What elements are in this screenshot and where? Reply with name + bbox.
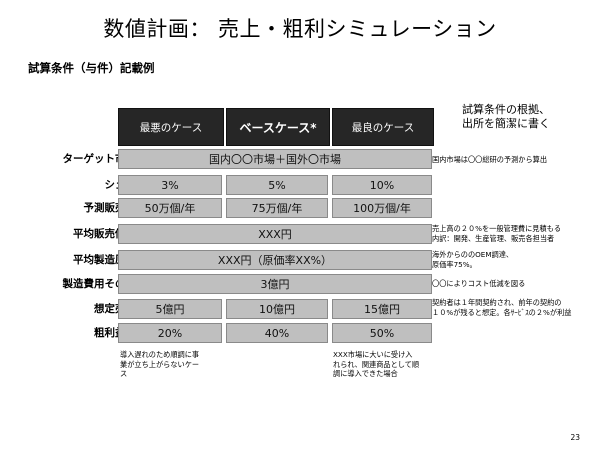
header-note-line: 出所を簡潔に書く <box>462 117 550 130</box>
note-line: 契約者は１年間契約され、前年の契約の <box>432 298 562 307</box>
cell-units-base: 75万個/年 <box>226 198 328 218</box>
cell-share-best: 10% <box>332 175 432 195</box>
header-best-case: 最良のケース <box>332 108 434 146</box>
footnote-worst-case: 導入遅れのため順調に事 業が立ち上がらないケー ス <box>120 350 199 379</box>
cell-share-worst: 3% <box>118 175 222 195</box>
cell-margin-base: 40% <box>226 323 328 343</box>
note-line: 内訳：開発、生産管理、販売各担当者 <box>432 233 555 243</box>
cell-share-base: 5% <box>226 175 328 195</box>
header-note: 試算条件の根拠、 出所を簡潔に書く <box>462 103 550 131</box>
note-line: １０%が残ると想定。各ｻｰﾋﾞｽの２%が利益 <box>432 307 572 317</box>
section-subtitle: 試算条件（与件）記載例 <box>28 61 155 75</box>
note-market: 国内市場は〇〇総研の予測から算出 <box>432 155 548 164</box>
page-number: 23 <box>570 433 580 442</box>
footnote-line: れられ、関連商品として順 <box>333 359 420 369</box>
cell-market: 国内〇〇市場＋国外〇市場 <box>118 149 432 169</box>
cell-units-best: 100万個/年 <box>332 198 432 218</box>
cell-margin-worst: 20% <box>118 323 222 343</box>
note-line: 売上高の２０%を一般管理費に見積もる <box>432 224 562 233</box>
cell-sales-base: 10億円 <box>226 299 328 319</box>
page-title: 数値計画： 売上・粗利シミュレーション <box>103 17 497 41</box>
note-cost: 海外からののOEM調達、 原価率75%。 <box>432 250 513 269</box>
note-sales: 契約者は１年間契約され、前年の契約の １０%が残ると想定。各ｻｰﾋﾞｽの２%が利… <box>432 298 571 317</box>
note-price: 売上高の２０%を一般管理費に見積もる 内訳：開発、生産管理、販売各担当者 <box>432 224 561 243</box>
note-other: 〇〇によりコスト低減を図る <box>432 279 526 288</box>
footnote-best-case: XXX市場に大いに受け入 れられ、関連商品として順 調に導入できた場合 <box>333 350 419 379</box>
cell-other: 3億円 <box>118 274 432 294</box>
cell-cost: XXX円（原価率XX%） <box>118 250 432 270</box>
note-line: 海外からののOEM調達、 <box>432 250 514 259</box>
header-worst-case: 最悪のケース <box>118 108 224 146</box>
footnote-line: 調に導入できた場合 <box>333 369 398 378</box>
row-label-market: ターゲット市場 <box>62 153 137 165</box>
header-base-case: ベースケース* <box>226 108 330 146</box>
header-note-line: 試算条件の根拠、 <box>462 103 550 116</box>
footnote-line: XXX市場に大いに受け入 <box>333 350 413 359</box>
cell-sales-best: 15億円 <box>332 299 432 319</box>
cell-units-worst: 50万個/年 <box>118 198 222 218</box>
footnote-line: ス <box>120 369 128 378</box>
cell-sales-worst: 5億円 <box>118 299 222 319</box>
footnote-line: 業が立ち上がらないケー <box>120 359 200 369</box>
cell-margin-best: 50% <box>332 323 432 343</box>
note-line: 原価率75%。 <box>432 259 477 269</box>
footnote-line: 導入遅れのため順調に事 <box>120 350 200 359</box>
row-label-other: 製造費用その他 <box>62 278 137 290</box>
cell-price: XXX円 <box>118 224 432 244</box>
